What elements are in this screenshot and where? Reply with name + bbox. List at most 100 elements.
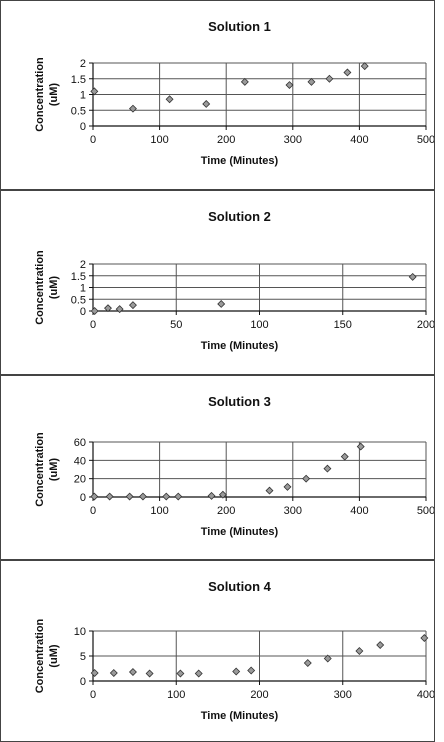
y-tick-label: 0 xyxy=(80,306,86,318)
data-point xyxy=(90,307,99,315)
x-tick-label: 100 xyxy=(150,134,168,146)
data-point xyxy=(323,464,332,473)
data-point xyxy=(202,99,211,108)
x-tick-label: 200 xyxy=(217,134,235,146)
data-point xyxy=(408,272,417,281)
data-point xyxy=(218,490,227,499)
x-tick-label: 300 xyxy=(284,505,302,517)
y-tick-label: 2 xyxy=(80,259,86,271)
x-tick-label: 500 xyxy=(417,134,434,146)
data-point xyxy=(240,77,249,86)
y-tick-label: 10 xyxy=(74,626,86,638)
data-point xyxy=(105,492,114,501)
data-point xyxy=(115,305,124,314)
y-tick-label: 60 xyxy=(74,437,86,449)
chart-title: Solution 1 xyxy=(208,19,271,34)
chart-panel: Solution 1 0 0.5 1 1.5 2 0 100 200 300 400 500 Time … xyxy=(0,0,435,190)
y-tick-label: 1 xyxy=(80,90,86,102)
x-tick-label: 0 xyxy=(90,505,96,517)
y-axis-label: Concentration (uM) xyxy=(34,57,60,132)
data-point xyxy=(325,74,334,83)
data-point xyxy=(343,68,352,77)
x-axis-label: Time (Minutes) xyxy=(201,710,279,722)
y-tick-label: 1.5 xyxy=(71,74,86,86)
x-tick-label: 150 xyxy=(334,319,352,331)
data-point xyxy=(285,81,294,90)
data-point xyxy=(207,491,216,500)
y-tick-label: 1.5 xyxy=(71,271,86,283)
chart-svg: Solution 1 0 0.5 1 1.5 2 0 100 200 300 400 500 Time … xyxy=(34,19,434,167)
data-point xyxy=(376,641,385,649)
data-point xyxy=(145,669,154,678)
data-point xyxy=(90,87,99,96)
data-point xyxy=(194,669,203,678)
y-tick-label: 1 xyxy=(80,283,86,295)
data-point xyxy=(176,669,185,678)
data-point xyxy=(174,492,183,501)
x-tick-label: 0 xyxy=(90,689,96,701)
data-point xyxy=(265,486,274,495)
data-point xyxy=(283,482,292,491)
data-point xyxy=(420,634,429,642)
x-axis-label: Time (Minutes) xyxy=(201,340,279,352)
y-tick-label: 2 xyxy=(80,58,86,70)
data-point xyxy=(165,95,174,104)
data-point xyxy=(90,669,99,677)
chart-title: Solution 3 xyxy=(208,394,271,409)
data-point xyxy=(247,666,256,675)
data-point xyxy=(355,647,364,655)
y-tick-label: 0 xyxy=(80,676,86,688)
x-tick-label: 400 xyxy=(417,689,434,701)
x-tick-label: 100 xyxy=(250,319,268,331)
data-point xyxy=(128,301,137,310)
data-point xyxy=(109,669,118,677)
x-axis-label: Time (Minutes) xyxy=(201,526,279,538)
data-point xyxy=(340,452,349,461)
x-tick-label: 100 xyxy=(167,689,185,701)
data-point xyxy=(90,492,99,501)
x-tick-label: 0 xyxy=(90,319,96,331)
data-point xyxy=(217,299,226,308)
data-point xyxy=(323,654,332,663)
y-tick-label: 40 xyxy=(74,455,86,467)
chart-panel: Solution 2 0 0.5 1 1.5 2 0 50 100 150 200 Time (Min… xyxy=(0,190,435,375)
x-tick-label: 300 xyxy=(284,134,302,146)
chart-svg: Solution 3 0 20 40 60 0 100 200 300 400 500 Time (M… xyxy=(34,394,434,538)
y-axis-label: Concentration (uM) xyxy=(34,250,60,325)
y-tick-label: 0.5 xyxy=(71,294,86,306)
data-point xyxy=(232,667,241,676)
x-tick-label: 0 xyxy=(90,134,96,146)
y-axis-label: Concentration (uM) xyxy=(34,432,60,507)
chart-panel: Solution 4 0 5 10 0 100 200 300 400 Time (Minutes… xyxy=(0,560,435,742)
x-tick-label: 400 xyxy=(350,505,368,517)
data-point xyxy=(125,492,134,501)
data-point xyxy=(302,474,311,483)
x-tick-label: 200 xyxy=(250,689,268,701)
x-tick-label: 300 xyxy=(334,689,352,701)
y-tick-label: 0 xyxy=(80,121,86,133)
x-tick-label: 200 xyxy=(417,319,434,331)
chart-title: Solution 2 xyxy=(208,209,271,224)
data-point xyxy=(307,77,316,86)
x-tick-label: 50 xyxy=(170,319,182,331)
data-point xyxy=(138,492,147,501)
x-tick-label: 500 xyxy=(417,505,434,517)
x-tick-label: 400 xyxy=(350,134,368,146)
y-tick-label: 0.5 xyxy=(71,105,86,117)
data-point xyxy=(104,304,112,313)
x-axis-label: Time (Minutes) xyxy=(201,155,279,167)
data-point xyxy=(128,104,137,113)
y-tick-label: 0 xyxy=(80,492,86,504)
data-point xyxy=(360,62,369,71)
x-tick-label: 100 xyxy=(150,505,168,517)
y-tick-label: 5 xyxy=(80,651,86,663)
y-axis-label: Concentration (uM) xyxy=(34,618,60,693)
x-tick-label: 200 xyxy=(217,505,235,517)
data-point xyxy=(162,492,171,501)
data-point xyxy=(356,442,365,451)
y-tick-label: 20 xyxy=(74,474,86,486)
data-point xyxy=(303,659,312,667)
